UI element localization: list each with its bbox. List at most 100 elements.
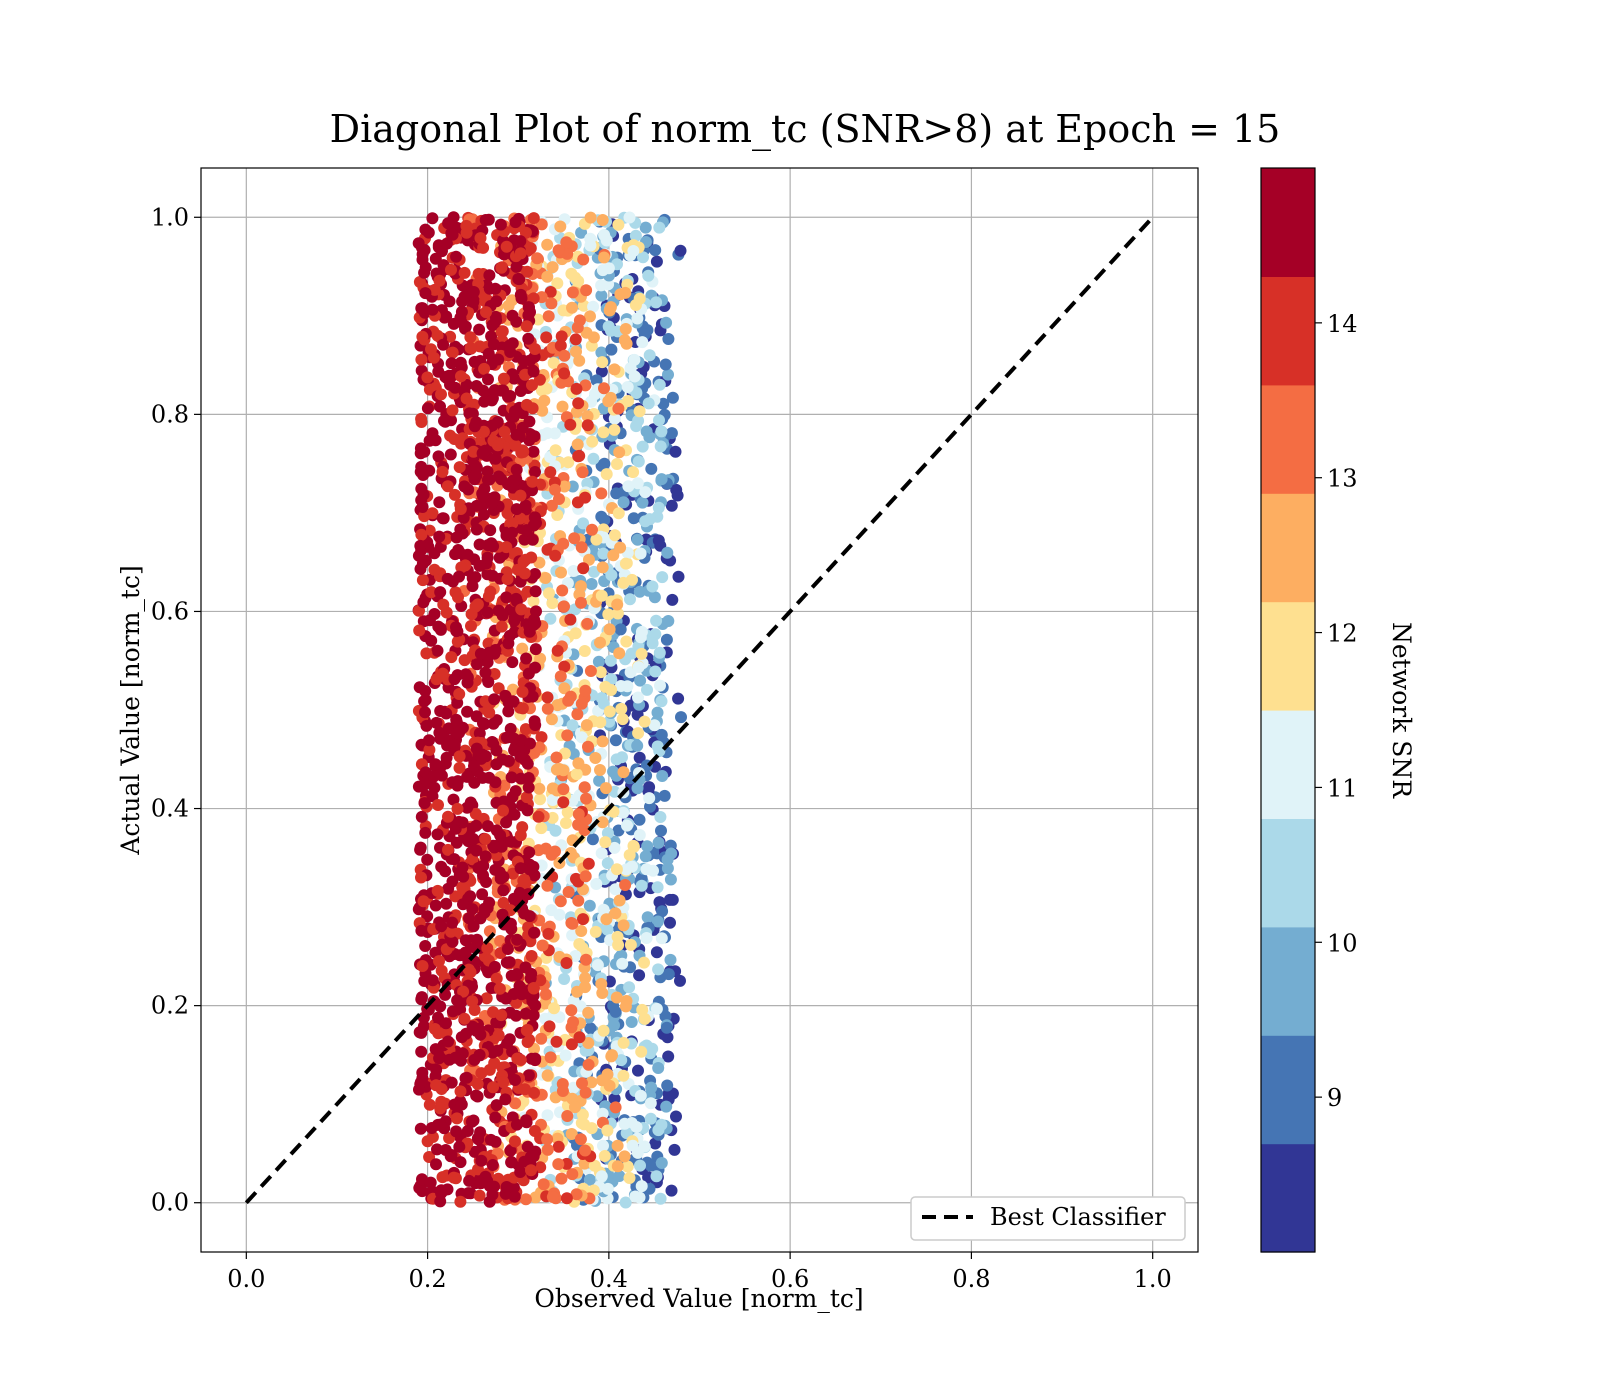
scatter-point — [608, 529, 621, 542]
scatter-point — [635, 1045, 648, 1058]
scatter-point — [579, 1144, 592, 1157]
scatter-point — [614, 680, 627, 692]
scatter-point — [528, 343, 541, 355]
scatter-point — [583, 1173, 596, 1186]
scatter-point — [442, 217, 455, 230]
scatter-point — [484, 1133, 497, 1146]
scatter-point — [631, 477, 644, 490]
scatter-point — [487, 839, 500, 852]
scatter-point — [448, 488, 461, 501]
scatter-point — [558, 660, 571, 673]
scatter-point — [413, 1083, 425, 1096]
scatter-point — [415, 416, 428, 428]
scatter-point — [490, 1099, 503, 1112]
scatter-point — [655, 932, 668, 945]
scatter-point — [490, 714, 503, 727]
scatter-point — [612, 507, 625, 520]
scatter-point — [630, 1121, 643, 1133]
scatter-point — [595, 365, 608, 378]
scatter-point — [476, 487, 489, 500]
scatter-point — [467, 286, 480, 298]
scatter-point — [565, 1038, 578, 1051]
scatter-point — [490, 744, 503, 757]
scatter-point — [479, 214, 492, 226]
scatter-point — [414, 539, 427, 552]
scatter-point — [527, 1009, 540, 1022]
scatter-point — [632, 691, 644, 704]
scatter-point — [533, 782, 546, 795]
scatter-point — [594, 764, 606, 776]
scatter-point — [613, 446, 626, 459]
scatter-point — [620, 635, 633, 648]
scatter-point — [665, 427, 678, 440]
scatter-point — [464, 331, 477, 344]
scatter-point — [556, 400, 569, 413]
scatter-point — [614, 623, 627, 636]
scatter-point — [621, 1160, 634, 1173]
scatter-point — [436, 512, 449, 525]
scatter-point — [475, 1154, 488, 1167]
scatter-point — [461, 801, 474, 814]
scatter-point — [597, 1024, 610, 1037]
scatter-point — [566, 719, 579, 732]
scatter-point — [449, 890, 462, 903]
scatter-point — [567, 1016, 580, 1028]
scatter-point — [453, 761, 466, 774]
scatter-point — [611, 1139, 624, 1152]
scatter-point — [550, 763, 563, 776]
scatter-point — [567, 565, 580, 577]
scatter-point — [609, 734, 622, 747]
scatter-point — [646, 637, 659, 650]
scatter-point — [458, 480, 471, 493]
scatter-point — [492, 470, 505, 483]
scatter-point — [529, 585, 542, 598]
scatter-point — [451, 775, 464, 788]
scatter-point — [576, 466, 589, 479]
scatter-point — [506, 517, 519, 530]
scatter-point — [601, 827, 614, 840]
plot-frame — [200, 167, 1199, 1253]
scatter-point — [646, 1042, 659, 1055]
scatter-point — [644, 800, 656, 813]
scatter-point — [438, 730, 451, 743]
scatter-point — [414, 1122, 427, 1135]
scatter-point — [665, 1184, 678, 1197]
scatter-point — [542, 927, 555, 940]
scatter-point — [549, 483, 561, 496]
scatter-point — [494, 218, 507, 231]
scatter-point — [470, 742, 483, 755]
scatter-point — [427, 351, 440, 364]
scatter-point — [497, 884, 510, 897]
scatter-point — [594, 636, 606, 649]
scatter-point — [464, 342, 477, 354]
x-tick-label: 1.0 — [1134, 1265, 1172, 1293]
scatter-point — [454, 1085, 467, 1098]
scatter-point — [553, 493, 565, 505]
scatter-point — [436, 667, 449, 680]
scatter-point — [575, 731, 588, 744]
scatter-point — [415, 993, 428, 1006]
scatter-point — [596, 816, 609, 829]
scatter-point — [508, 808, 521, 821]
scatter-point — [666, 593, 679, 606]
scatter-point — [450, 621, 462, 634]
scatter-point — [454, 1195, 467, 1208]
scatter-point — [461, 705, 474, 718]
scatter-point — [499, 1093, 512, 1106]
legend-box — [910, 1196, 1186, 1241]
scatter-point — [497, 372, 510, 385]
scatter-point — [670, 1110, 682, 1123]
scatter-point — [607, 549, 620, 562]
scatter-point — [608, 423, 621, 436]
scatter-point — [467, 832, 480, 845]
colorbar-tick-label: 10 — [1327, 929, 1358, 957]
scatter-point — [545, 713, 558, 726]
scatter-point — [505, 771, 518, 784]
scatter-point — [644, 1097, 657, 1110]
scatter-point — [538, 394, 551, 407]
scatter-point — [660, 1100, 673, 1113]
scatter-point — [490, 972, 503, 985]
scatter-point — [416, 1066, 429, 1079]
scatter-point — [521, 757, 534, 770]
scatter-point — [420, 719, 433, 732]
